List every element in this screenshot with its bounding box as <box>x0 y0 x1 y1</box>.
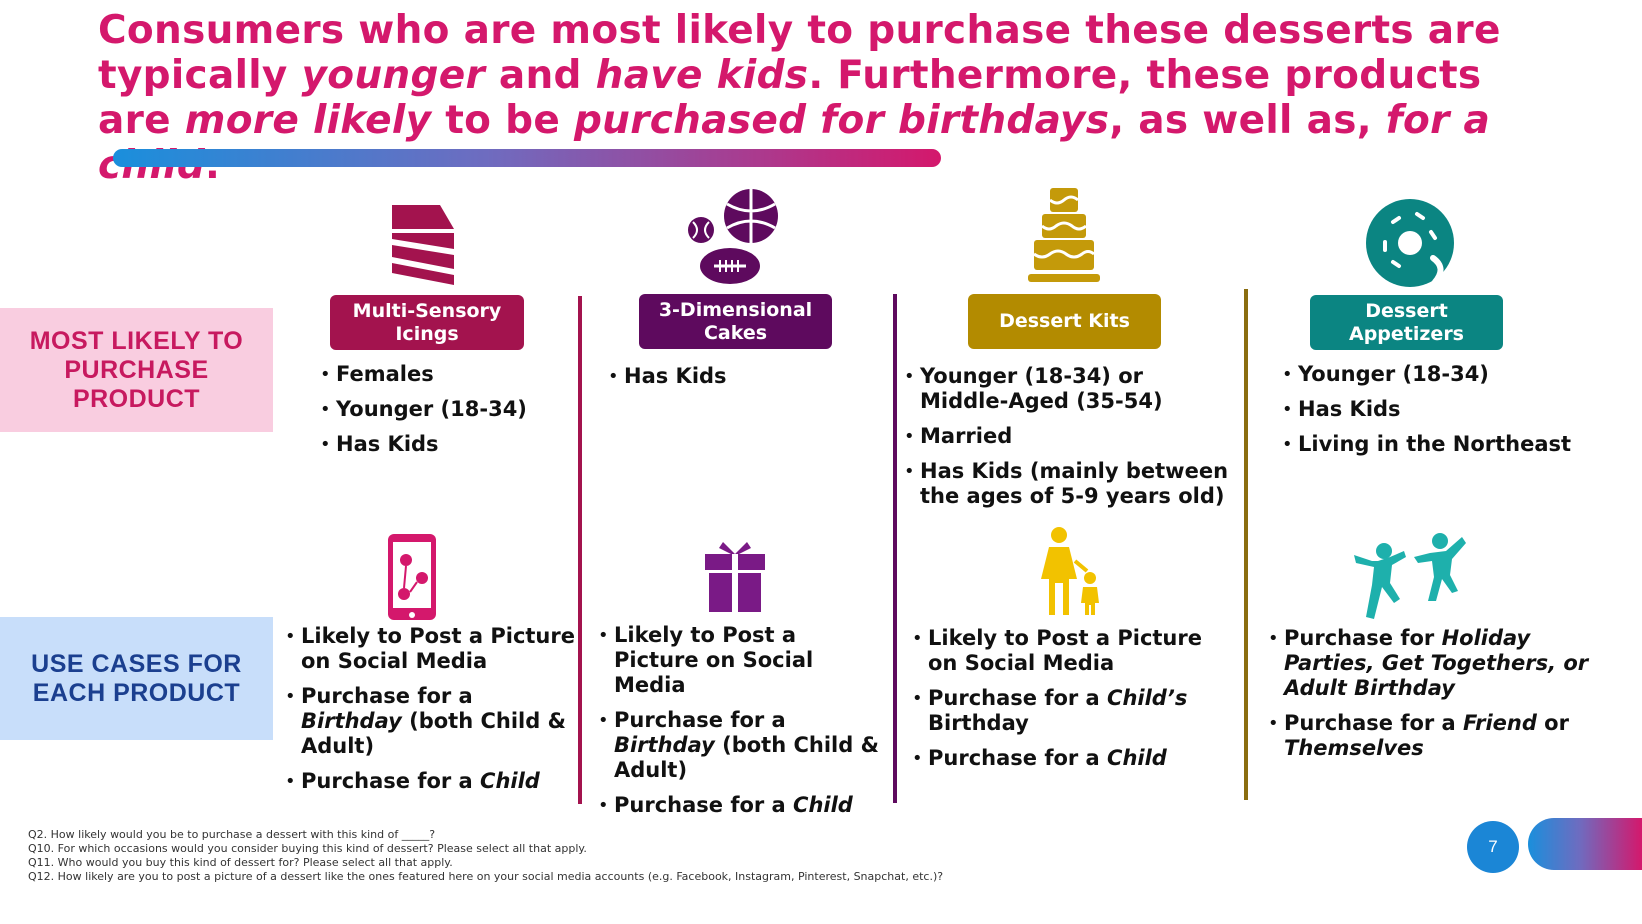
footnote-line: Q10. For which occasions would you consi… <box>28 842 587 855</box>
list-item: Younger (18-34) <box>1282 362 1612 387</box>
headline-gradient-bar <box>113 149 941 167</box>
list-item: Living in the Northeast <box>1282 432 1612 457</box>
list-item: Purchase for a Child <box>285 769 575 794</box>
most-likely-list-icings: Females Younger (18-34) Has Kids <box>320 362 570 467</box>
footnote-line: Q2. How likely would you be to purchase … <box>28 828 436 841</box>
divider-1 <box>578 296 582 804</box>
list-item: Likely to Post a Picture on Social Media <box>285 624 575 674</box>
dancing-people-icon <box>1354 533 1466 619</box>
most-likely-row-label: MOST LIKELY TO PURCHASE PRODUCT <box>0 308 273 432</box>
list-item: Younger (18-34) <box>320 397 570 422</box>
list-item: Purchase for a Birthday (both Child & Ad… <box>285 684 575 759</box>
footnote-line: Q12. How likely are you to post a pictur… <box>28 870 944 883</box>
cake-slice-icon <box>392 205 454 285</box>
parent-child-icon <box>1041 527 1099 615</box>
list-item: Likely to Post a Picture on Social Media <box>598 623 883 698</box>
page-number: 7 <box>1467 821 1519 873</box>
list-item: Purchase for a Child <box>912 746 1232 771</box>
most-likely-list-appetizers: Younger (18-34) Has Kids Living in the N… <box>1282 362 1612 467</box>
corner-gradient-bar <box>1528 818 1642 870</box>
product-label-dessert-appetizers: Dessert Appetizers <box>1310 295 1503 350</box>
smartphone-social-icon <box>388 534 436 620</box>
product-label-3-dimensional-cakes: 3-Dimensional Cakes <box>639 294 832 349</box>
gift-icon <box>705 542 765 612</box>
list-item: Purchase for a Child’s Birthday <box>912 686 1232 736</box>
list-item: Purchase for a Friend or Themselves <box>1268 711 1608 761</box>
most-likely-list-cakes: Has Kids <box>608 364 878 399</box>
donut-icon <box>1366 199 1454 287</box>
layer-cake-icon <box>1028 188 1100 282</box>
use-cases-list-kits: Likely to Post a Picture on Social Media… <box>912 626 1232 781</box>
list-item: Purchase for Holiday Parties, Get Togeth… <box>1268 626 1608 701</box>
list-item: Purchase for a Child <box>598 793 883 818</box>
list-item: Likely to Post a Picture on Social Media <box>912 626 1232 676</box>
survey-footnotes: Q2. How likely would you be to purchase … <box>28 828 1208 884</box>
use-cases-row-label: USE CASES FOR EACH PRODUCT <box>0 617 273 740</box>
list-item: Purchase for a Birthday (both Child & Ad… <box>598 708 883 783</box>
divider-3 <box>1244 289 1248 800</box>
use-cases-list-appetizers: Purchase for Holiday Parties, Get Togeth… <box>1268 626 1608 771</box>
list-item: Younger (18-34) or Middle-Aged (35-54) <box>904 364 1234 414</box>
use-cases-list-icings: Likely to Post a Picture on Social Media… <box>285 624 575 804</box>
list-item: Females <box>320 362 570 387</box>
list-item: Has Kids <box>320 432 570 457</box>
product-label-dessert-kits: Dessert Kits <box>968 294 1161 349</box>
most-likely-list-kits: Younger (18-34) or Middle-Aged (35-54) M… <box>904 364 1234 519</box>
divider-2 <box>893 294 897 803</box>
product-label-multi-sensory-icings: Multi-Sensory Icings <box>330 295 524 350</box>
list-item: Has Kids (mainly between the ages of 5-9… <box>904 459 1234 509</box>
list-item: Has Kids <box>1282 397 1612 422</box>
footnote-line: Q11. Who would you buy this kind of dess… <box>28 856 453 869</box>
slide-headline: Consumers who are most likely to purchas… <box>98 8 1501 188</box>
use-cases-list-cakes: Likely to Post a Picture on Social Media… <box>598 623 883 828</box>
list-item: Has Kids <box>608 364 878 389</box>
list-item: Married <box>904 424 1234 449</box>
sports-balls-icon <box>688 189 778 284</box>
